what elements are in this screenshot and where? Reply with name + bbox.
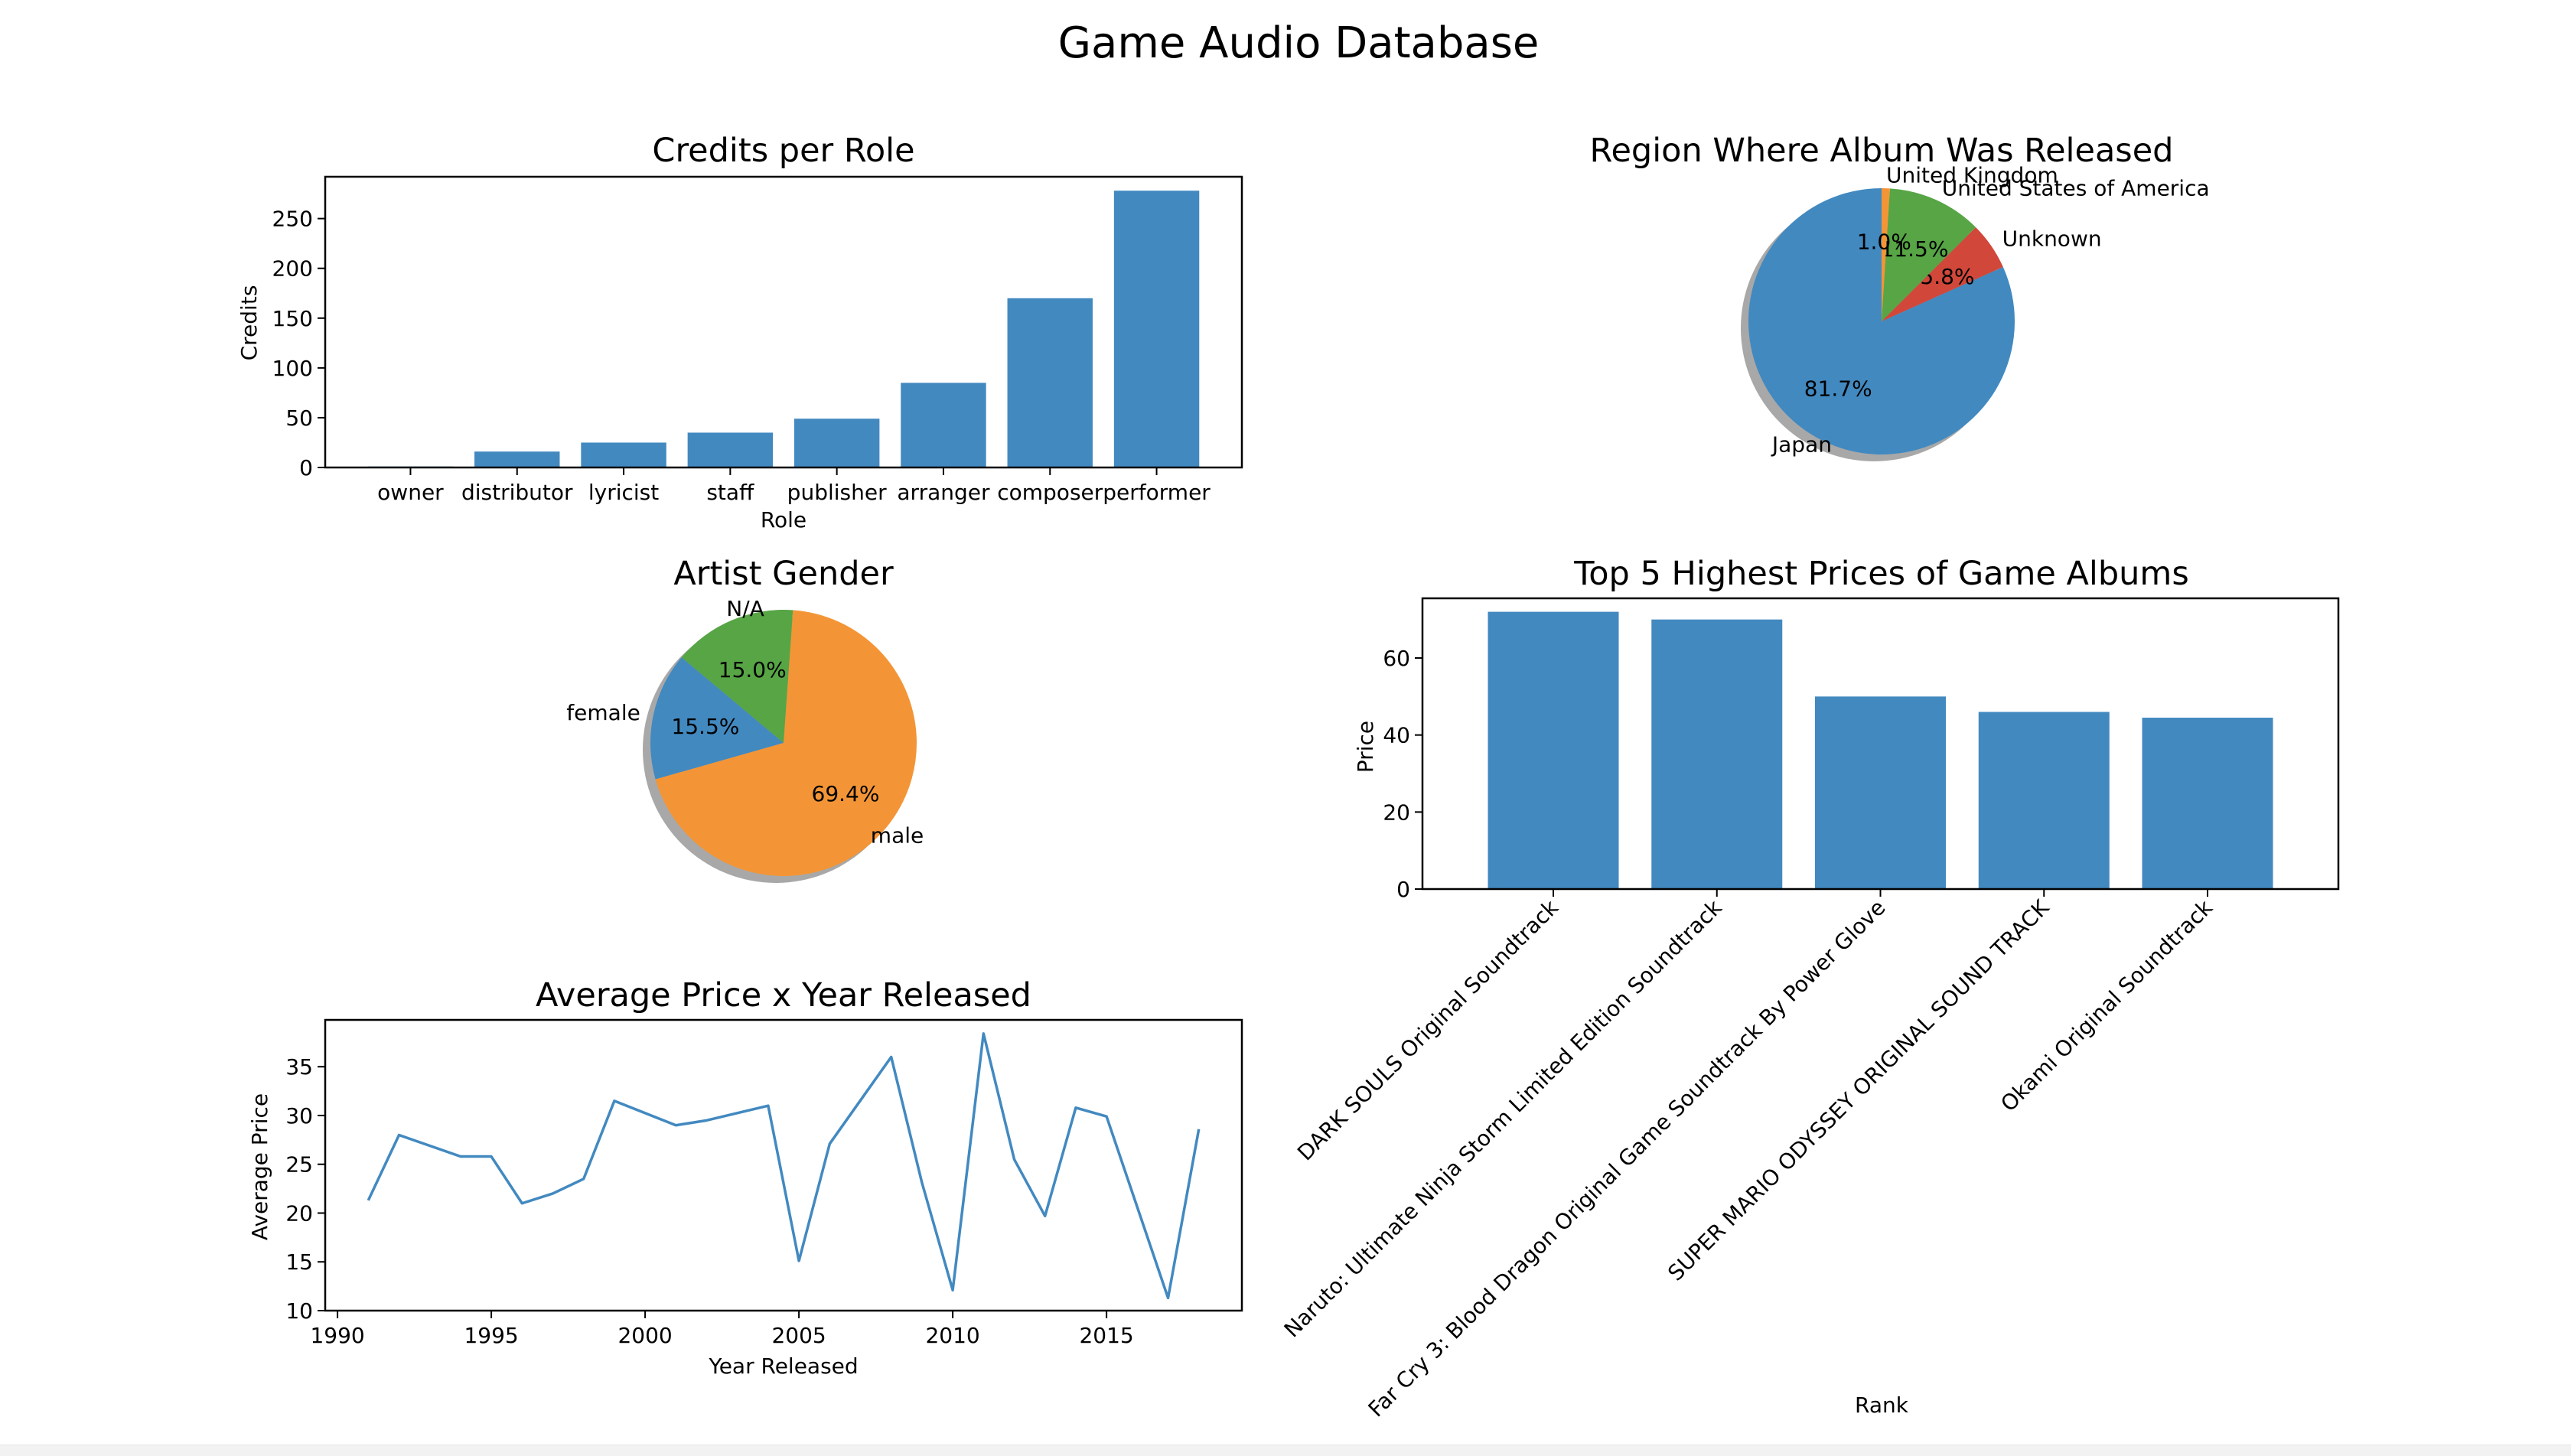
chart-title: Artist Gender	[673, 555, 894, 593]
series-line	[367, 1032, 1201, 1300]
pie-percent-label: 69.4%	[812, 781, 880, 806]
y-axis-label: Credits	[236, 285, 262, 361]
x-tick-label: owner	[377, 480, 444, 505]
x-tick-label: 2000	[617, 1323, 672, 1348]
bar	[581, 442, 666, 467]
pie-percent-label: 15.5%	[671, 714, 739, 739]
credits-per-role-chart: Credits per Role Role Credits 0 50 100 150 2…	[236, 132, 1243, 533]
bar	[2142, 718, 2273, 889]
x-tick-label: DARK SOULS Original Soundtrack	[1292, 894, 1563, 1165]
y-tick-label: 35	[285, 1054, 313, 1080]
y-tick-label: 40	[1383, 723, 1410, 748]
pie-slice	[1882, 226, 2003, 321]
artist-gender-pie-chart: Artist Gender 15.5% female 69.4% male 15.0% N…	[566, 555, 924, 883]
x-tick-label: Far Cry 3: Blood Dragon Original Game So…	[1364, 895, 1891, 1422]
chart-title: Top 5 Highest Prices of Game Albums	[1573, 555, 2188, 593]
bar	[1978, 712, 2110, 889]
pie-percent-label: 81.7%	[1804, 376, 1872, 402]
plot-frame	[1421, 597, 2340, 891]
bar	[1488, 611, 1619, 889]
top-prices-chart: Top 5 Highest Prices of Game Albums Rank…	[1279, 555, 2340, 1422]
x-tick-label: 1990	[310, 1323, 364, 1348]
y-tick-label: 150	[272, 306, 313, 331]
y-tick-label: 15	[285, 1249, 313, 1275]
y-tick-label: 30	[285, 1103, 313, 1129]
x-tick-label: composer	[997, 480, 1103, 505]
bar	[687, 432, 774, 467]
x-tick-label: 2010	[925, 1323, 979, 1348]
y-axis-label: Average Price	[247, 1093, 272, 1240]
y-tick-label: 60	[1383, 646, 1410, 671]
bar	[1815, 696, 1946, 889]
pie-slice	[1882, 188, 1890, 321]
bar	[1651, 619, 1783, 889]
x-tick-label: publisher	[787, 480, 887, 505]
pie-category-label: Unknown	[2002, 226, 2102, 251]
y-tick-label: 25	[285, 1152, 313, 1178]
x-tick-label: arranger	[897, 480, 990, 505]
pie-category-label: United Kingdom	[1886, 163, 2058, 188]
chart-title: Region Where Album Was Released	[1590, 132, 2174, 170]
plot-frame	[324, 1018, 1243, 1312]
y-tick-label: 10	[285, 1298, 313, 1324]
x-tick-label: performer	[1103, 480, 1211, 505]
bar	[474, 451, 560, 467]
x-tick-label: SUPER MARIO ODYSSEY ORIGINAL SOUND TRACK	[1663, 894, 2054, 1285]
pie-category-label: N/A	[726, 596, 764, 621]
pie-percent-label: 15.0%	[719, 657, 787, 682]
x-tick-label: staff	[706, 480, 754, 505]
y-tick-label: 100	[272, 356, 313, 381]
window-bottom-edge	[0, 1445, 2571, 1456]
pie-category-label: United States of America	[1942, 176, 2210, 201]
region-pie-chart: Region Where Album Was Released 81.7% Jap…	[1590, 132, 2210, 461]
y-axis-label: Price	[1353, 721, 1378, 773]
y-tick-label: 250	[272, 207, 313, 232]
y-tick-label: 0	[1396, 877, 1410, 902]
y-tick-label: 20	[1383, 800, 1410, 825]
pie-slice	[650, 657, 784, 780]
chart-title: Credits per Role	[652, 132, 914, 170]
plot-frame	[324, 175, 1243, 469]
bar	[1113, 191, 1200, 467]
bar	[901, 383, 986, 467]
x-tick-label: 2005	[771, 1323, 826, 1348]
pie-category-label: male	[871, 823, 924, 849]
pie-slice	[1882, 188, 1976, 321]
pie-category-label: female	[566, 700, 640, 725]
chart-title: Average Price x Year Released	[536, 976, 1031, 1015]
x-tick-label: 1995	[464, 1323, 518, 1348]
bar	[793, 419, 880, 467]
x-tick-label: 2015	[1079, 1323, 1133, 1348]
pie-percent-label: 11.5%	[1880, 236, 1948, 262]
pie-percent-label: 1.0%	[1857, 230, 1911, 255]
figure-title: Game Audio Database	[1058, 18, 1540, 68]
y-tick-label: 0	[299, 455, 313, 480]
bar	[1007, 298, 1093, 467]
pie-slice	[655, 610, 917, 876]
x-tick-label: distributor	[461, 480, 573, 505]
average-price-line-chart: Average Price x Year Released Year Relea…	[247, 976, 1243, 1379]
x-axis-label: Rank	[1855, 1392, 1909, 1418]
x-axis-label: Role	[761, 507, 806, 533]
y-tick-label: 200	[272, 256, 313, 282]
x-tick-label: lyricist	[588, 480, 659, 505]
x-axis-label: Year Released	[708, 1353, 858, 1379]
pie-category-label: Japan	[1771, 432, 1832, 458]
y-tick-label: 50	[285, 406, 313, 431]
pie-slice	[681, 610, 793, 743]
y-tick-label: 20	[285, 1200, 313, 1226]
